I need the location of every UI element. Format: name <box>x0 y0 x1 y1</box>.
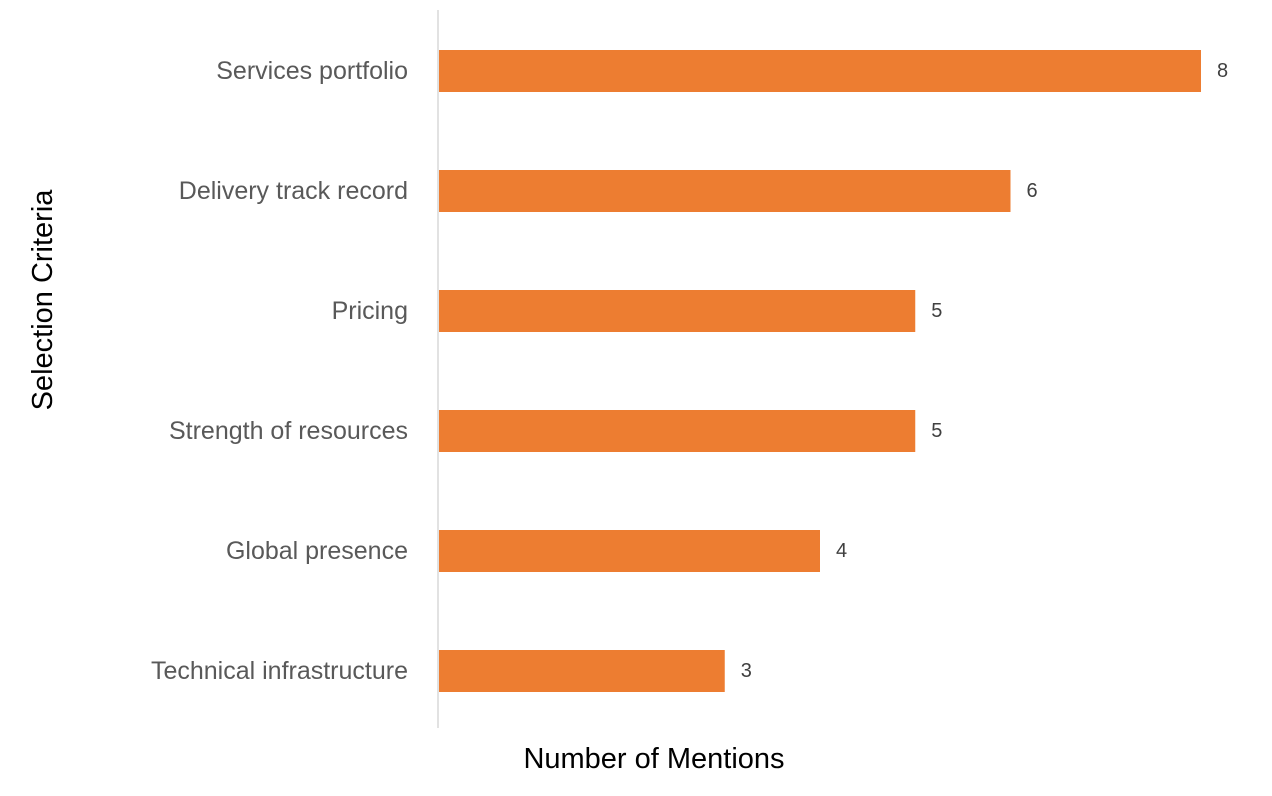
category-label: Services portfolio <box>216 57 408 85</box>
category-label: Technical infrastructure <box>151 657 408 685</box>
data-label: 6 <box>1027 180 1038 202</box>
y-axis-title: Selection Criteria <box>27 189 59 411</box>
data-label: 5 <box>931 420 942 442</box>
bar <box>439 410 916 452</box>
category-label: Global presence <box>226 537 408 565</box>
data-label: 3 <box>741 660 752 682</box>
bar <box>439 290 916 332</box>
category-label: Delivery track record <box>179 177 408 205</box>
category-label: Strength of resources <box>169 417 408 445</box>
data-label: 4 <box>836 540 847 562</box>
data-label: 5 <box>931 300 942 322</box>
data-labels: 8 6 5 5 4 3 <box>741 60 1228 682</box>
bars-layer <box>439 50 1201 692</box>
data-label: 8 <box>1217 60 1228 82</box>
bar <box>439 530 820 572</box>
bar <box>439 50 1201 92</box>
bar <box>439 650 725 692</box>
category-label: Pricing <box>332 297 408 325</box>
category-labels: Services portfolio Delivery track record P… <box>151 57 408 685</box>
bar <box>439 170 1011 212</box>
x-axis-title: Number of Mentions <box>523 743 784 775</box>
